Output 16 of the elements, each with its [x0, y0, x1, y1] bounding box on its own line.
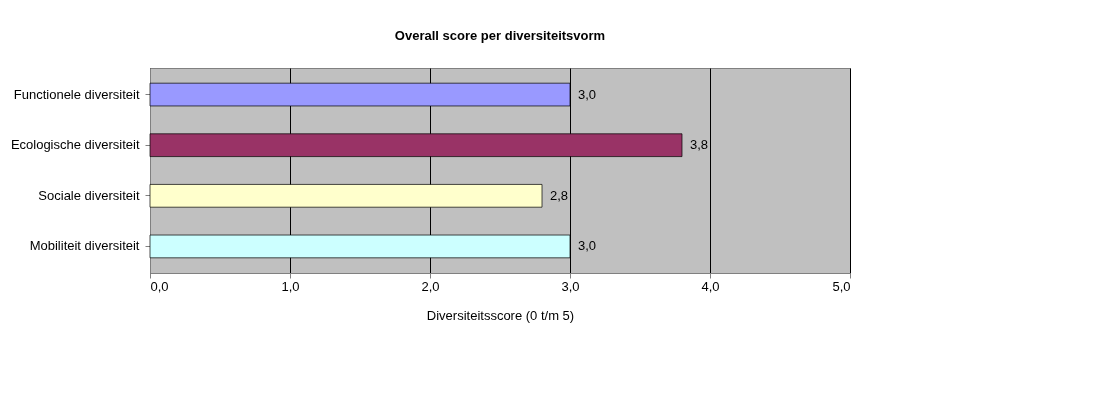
data-label: 3,0	[578, 238, 597, 254]
y-tick-label: Ecologische diversiteit	[10, 137, 140, 153]
x-tick-label: 0,0	[150, 278, 169, 294]
x-tick-label: 4,0	[701, 278, 720, 294]
y-tick-label: Mobiliteit diversiteit	[29, 238, 140, 254]
x-tick-label: 1,0	[281, 278, 300, 294]
x-axis-title: Diversiteitsscore (0 t/m 5)	[426, 307, 575, 323]
y-tick-label: Functionele diversiteit	[13, 86, 140, 102]
x-tick-label: 3,0	[561, 278, 580, 294]
data-label: 3,8	[690, 137, 709, 153]
x-tick-label: 2,0	[421, 278, 440, 294]
chart-title: Overall score per diversiteitsvorm	[394, 28, 606, 43]
data-label: 2,8	[550, 187, 569, 203]
y-tick-label: Sociale diversiteit	[38, 187, 140, 203]
data-label: 3,0	[578, 86, 597, 102]
x-tick-label: 5,0	[832, 278, 851, 294]
